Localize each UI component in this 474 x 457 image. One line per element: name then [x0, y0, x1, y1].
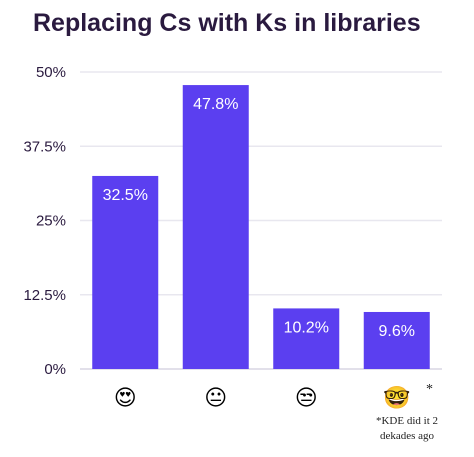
- x-tick-label-emoji: 😐: [204, 386, 227, 411]
- annotation-star: *: [426, 382, 433, 397]
- value-labels: 32.5% 47.8% 10.2% 9.6%: [103, 96, 415, 340]
- y-axis-ticks: 0% 12.5% 25% 37.5% 50%: [23, 64, 66, 378]
- y-tick-label: 12.5%: [23, 287, 66, 304]
- y-tick-label: 25%: [36, 213, 66, 230]
- annotation-line-2: dekades ago: [380, 430, 435, 442]
- bar-value-label: 32.5%: [103, 187, 148, 204]
- bar: [92, 175, 159, 369]
- annotation: * *KDE did it 2 dekades ago: [376, 382, 438, 442]
- x-tick-label-emoji: 😍: [114, 386, 137, 411]
- x-tick-label-emoji: 😒: [295, 386, 318, 411]
- bar-value-label: 47.8%: [193, 96, 238, 113]
- bar: [273, 308, 340, 369]
- x-axis-ticks: 😍 😐 😒 🤓: [114, 385, 411, 411]
- chart-title: Replacing Cs with Ks in libraries: [33, 9, 421, 37]
- bar: [363, 311, 430, 369]
- bar-value-label: 10.2%: [284, 319, 329, 336]
- x-tick-label-emoji: 🤓: [383, 385, 410, 411]
- bar-value-label: 9.6%: [379, 323, 415, 340]
- y-tick-label: 50%: [36, 64, 66, 81]
- annotation-line-1: *KDE did it 2: [376, 415, 438, 427]
- bar: [182, 85, 249, 370]
- y-tick-label: 37.5%: [23, 138, 66, 155]
- bars: [92, 85, 430, 370]
- y-tick-label: 0%: [44, 361, 66, 378]
